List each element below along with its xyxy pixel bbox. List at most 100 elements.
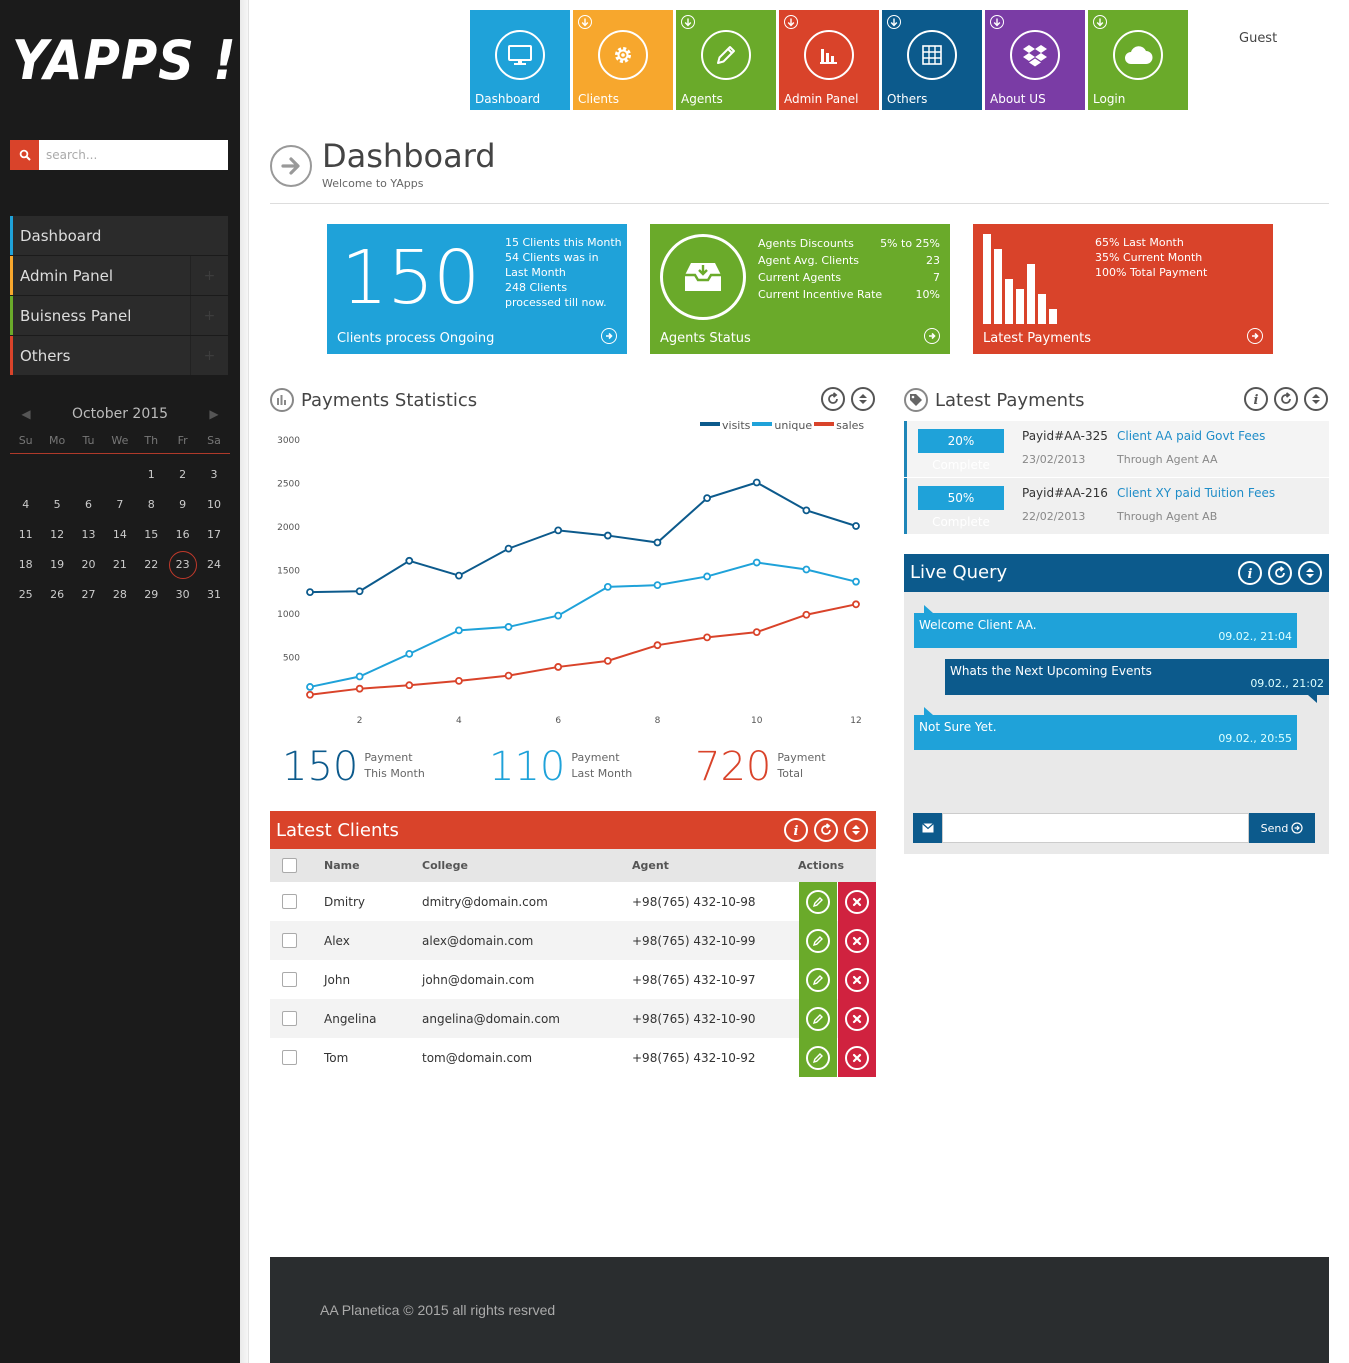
data-point-unique[interactable] [802, 565, 811, 574]
calendar-day[interactable]: 11 [18, 528, 33, 541]
column-header[interactable]: College [422, 859, 468, 872]
row-checkbox[interactable] [282, 894, 297, 909]
calendar-day[interactable]: 29 [144, 588, 159, 601]
calendar-day[interactable]: 25 [18, 588, 33, 601]
info-icon[interactable]: i [1238, 561, 1262, 585]
data-point-visits[interactable] [504, 544, 513, 553]
payment-description-link[interactable]: Client XY paid Tuition Fees [1117, 486, 1276, 500]
tile-others[interactable]: Others [882, 10, 982, 110]
calendar-day[interactable]: 1 [147, 468, 155, 481]
row-checkbox[interactable] [282, 972, 297, 987]
prev-month-icon[interactable]: ◀ [21, 407, 31, 421]
edit-button[interactable] [799, 960, 837, 999]
calendar-day-today[interactable]: 23 [167, 550, 198, 580]
arrow-circle-right-icon[interactable] [1247, 328, 1263, 344]
info-icon[interactable]: i [1244, 387, 1268, 411]
refresh-icon[interactable] [1274, 387, 1298, 411]
calendar-day[interactable]: 3 [210, 468, 218, 481]
data-point-visits[interactable] [355, 587, 364, 596]
calendar-day[interactable]: 8 [147, 498, 155, 511]
calendar-day[interactable]: 21 [112, 558, 127, 571]
refresh-icon[interactable] [814, 818, 838, 842]
calendar-day[interactable]: 19 [50, 558, 65, 571]
calendar-day[interactable]: 31 [207, 588, 222, 601]
calendar-day[interactable]: 6 [84, 498, 92, 511]
data-point-unique[interactable] [653, 581, 662, 590]
calendar-day[interactable]: 5 [53, 498, 61, 511]
row-checkbox[interactable] [282, 1011, 297, 1026]
data-point-sales[interactable] [802, 610, 811, 619]
calendar-day[interactable]: 28 [112, 588, 127, 601]
user-name[interactable]: Guest [1239, 31, 1278, 46]
edit-button[interactable] [799, 882, 837, 921]
data-point-unique[interactable] [504, 623, 513, 631]
edit-button[interactable] [799, 999, 837, 1038]
row-checkbox[interactable] [282, 933, 297, 948]
collapse-toggle-icon[interactable] [1304, 387, 1328, 411]
payment-item[interactable]: 50% Complete Payid#AA-216 22/02/2013 Cli… [904, 478, 1329, 534]
data-point-unique[interactable] [405, 649, 414, 658]
data-point-unique[interactable] [603, 582, 612, 591]
next-month-icon[interactable]: ▶ [209, 407, 219, 421]
data-point-sales[interactable] [504, 671, 513, 680]
data-point-visits[interactable] [603, 531, 612, 540]
calendar-day[interactable]: 13 [81, 528, 96, 541]
sidebar-item-admin-panel[interactable]: Admin Panel + [10, 256, 228, 296]
data-point-visits[interactable] [752, 478, 761, 487]
data-point-unique[interactable] [306, 683, 314, 691]
data-point-sales[interactable] [554, 663, 563, 671]
chat-input[interactable] [942, 813, 1249, 843]
data-point-sales[interactable] [306, 690, 314, 699]
data-point-sales[interactable] [852, 600, 860, 609]
collapse-toggle-icon[interactable] [844, 818, 868, 842]
expand-plus-icon[interactable]: + [190, 256, 228, 295]
refresh-icon[interactable] [821, 387, 845, 411]
calendar-day[interactable]: 30 [175, 588, 190, 601]
tile-clients[interactable]: Clients [573, 10, 673, 110]
data-point-unique[interactable] [455, 626, 463, 635]
data-point-unique[interactable] [852, 577, 860, 586]
data-point-visits[interactable] [703, 494, 711, 503]
edit-button[interactable] [799, 921, 837, 960]
calendar-day[interactable]: 16 [175, 528, 190, 541]
data-point-visits[interactable] [554, 526, 563, 535]
data-point-sales[interactable] [703, 633, 711, 642]
column-header[interactable]: Agent [632, 859, 669, 872]
calendar-day[interactable]: 12 [50, 528, 65, 541]
info-icon[interactable]: i [784, 818, 808, 842]
data-point-unique[interactable] [703, 572, 711, 581]
column-header[interactable]: Name [324, 859, 360, 872]
data-point-sales[interactable] [355, 684, 364, 693]
delete-button[interactable] [838, 921, 876, 960]
data-point-sales[interactable] [653, 641, 662, 650]
payment-item[interactable]: 20% Complete Payid#AA-325 23/02/2013 Cli… [904, 421, 1329, 477]
calendar-day[interactable]: 18 [18, 558, 33, 571]
calendar-day[interactable]: 10 [207, 498, 222, 511]
select-all-checkbox[interactable] [282, 858, 297, 873]
send-button[interactable]: Send [1249, 813, 1315, 843]
tile-login[interactable]: Login [1088, 10, 1188, 110]
arrow-circle-right-icon[interactable] [924, 328, 940, 344]
calendar-day[interactable]: 24 [207, 558, 222, 571]
row-checkbox[interactable] [282, 1050, 297, 1065]
tile-agents[interactable]: Agents [676, 10, 776, 110]
data-point-sales[interactable] [405, 681, 414, 690]
data-point-visits[interactable] [405, 556, 414, 565]
data-point-unique[interactable] [355, 672, 364, 681]
data-point-visits[interactable] [653, 538, 662, 547]
tile-about-us[interactable]: About US [985, 10, 1085, 110]
search-input[interactable] [39, 140, 228, 170]
delete-button[interactable] [838, 1038, 876, 1077]
data-point-visits[interactable] [802, 506, 811, 515]
data-point-unique[interactable] [752, 558, 761, 567]
calendar-day[interactable]: 14 [112, 528, 127, 541]
payment-description-link[interactable]: Client AA paid Govt Fees [1117, 429, 1266, 443]
sidebar-item-buisness-panel[interactable]: Buisness Panel + [10, 296, 228, 336]
calendar-day[interactable]: 26 [50, 588, 65, 601]
calendar-day[interactable]: 20 [81, 558, 96, 571]
collapse-toggle-icon[interactable] [1298, 561, 1322, 585]
tile-dashboard[interactable]: Dashboard [470, 10, 570, 110]
expand-plus-icon[interactable]: + [190, 296, 228, 335]
collapse-toggle-icon[interactable] [851, 387, 875, 411]
data-point-visits[interactable] [852, 522, 860, 530]
